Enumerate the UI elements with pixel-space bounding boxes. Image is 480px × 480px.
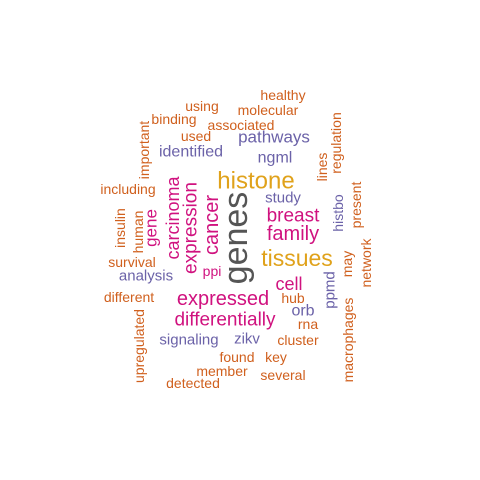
word-healthy: healthy: [260, 87, 305, 103]
word-including: including: [100, 181, 155, 197]
word-histbo: histbo: [330, 194, 346, 232]
word-macrophages: macrophages: [340, 298, 356, 383]
word-study: study: [265, 190, 301, 207]
word-analysis: analysis: [119, 268, 173, 285]
word-ppi: ppi: [203, 263, 222, 279]
word-important: important: [136, 121, 152, 179]
word-breast: breast: [267, 206, 321, 227]
word-network: network: [358, 237, 374, 287]
word-family: family: [267, 223, 319, 245]
word-associated: associated: [208, 117, 275, 133]
word-expression: expression: [181, 182, 202, 274]
word-zikv: zikv: [234, 331, 260, 348]
word-ppmd: ppmd: [322, 271, 339, 309]
word-pathways: pathways: [238, 128, 310, 147]
word-used: used: [181, 128, 211, 144]
word-molecular: molecular: [238, 102, 299, 118]
word-survival: survival: [108, 254, 155, 270]
word-found: found: [219, 349, 254, 365]
word-human: human: [130, 211, 146, 254]
word-lines: lines: [314, 153, 330, 182]
word-rna: rna: [298, 316, 318, 332]
word-may: may: [339, 251, 355, 277]
word-gene: gene: [142, 209, 161, 247]
word-cancer: cancer: [201, 195, 223, 255]
word-binding: binding: [151, 111, 196, 127]
word-carcinoma: carcinoma: [163, 175, 183, 259]
word-cell: cell: [275, 274, 302, 294]
word-differentially: differentially: [174, 310, 276, 331]
word-hub: hub: [281, 290, 305, 306]
word-identified: identified: [159, 144, 223, 161]
word-cluster: cluster: [277, 332, 319, 348]
word-expressed: expressed: [177, 288, 269, 310]
word-detected: detected: [166, 375, 220, 391]
word-regulation: regulation: [328, 112, 344, 174]
word-several: several: [260, 367, 305, 383]
word-signaling: signaling: [159, 332, 218, 349]
word-histone: histone: [217, 168, 294, 195]
word-key: key: [265, 349, 287, 365]
word-upregulated: upregulated: [131, 309, 147, 383]
word-tissues: tissues: [261, 245, 333, 271]
word-insulin: insulin: [112, 208, 128, 248]
word-member: member: [196, 363, 248, 379]
word-orb: orb: [291, 303, 314, 320]
word-ngml: ngml: [258, 150, 293, 167]
word-present: present: [348, 182, 364, 229]
word-genes: genes: [217, 192, 255, 285]
word-using: using: [185, 98, 218, 114]
word-different: different: [104, 289, 154, 305]
